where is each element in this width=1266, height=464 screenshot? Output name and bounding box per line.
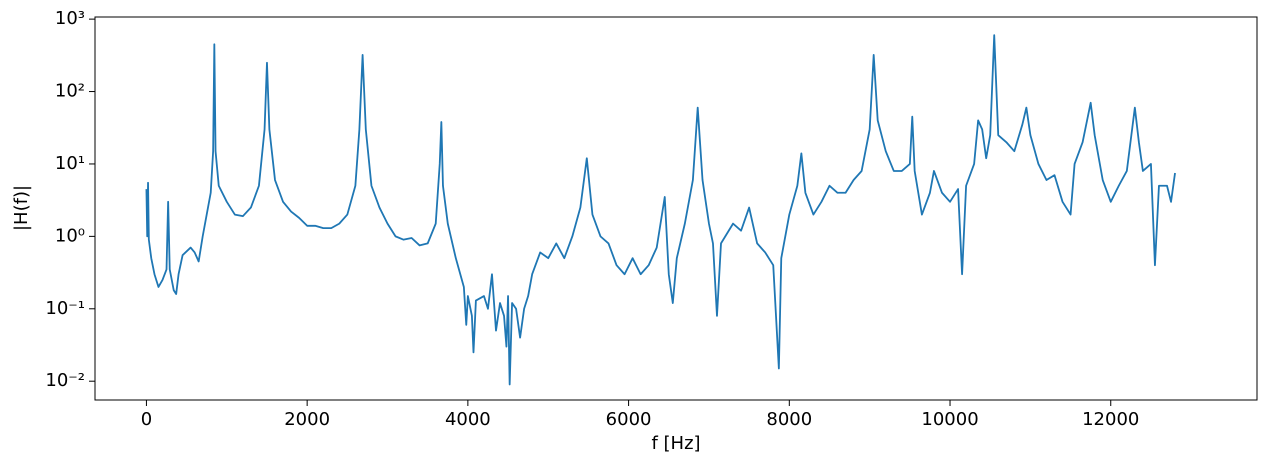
y-tick-label: 10⁻¹: [45, 298, 85, 319]
y-tick-label: 10²: [55, 81, 85, 102]
x-tick-label: 6000: [606, 409, 652, 430]
x-tick-label: 12000: [1082, 409, 1139, 430]
x-tick-label: 8000: [766, 409, 812, 430]
y-axis-label: |H(f)|: [11, 185, 32, 231]
x-axis-label: f [Hz]: [651, 433, 700, 454]
y-tick-label: 10⁻²: [45, 370, 85, 391]
y-tick-label: 10⁰: [55, 225, 85, 246]
plot-frame: [94, 16, 1258, 401]
x-tick-label: 4000: [445, 409, 491, 430]
data-line: [145, 34, 1176, 386]
x-tick-label: 0: [141, 409, 152, 430]
y-tick-label: 10³: [55, 8, 85, 29]
x-tick-label: 2000: [284, 409, 330, 430]
y-tick-label: 10¹: [55, 153, 85, 174]
x-tick-label: 10000: [921, 409, 978, 430]
